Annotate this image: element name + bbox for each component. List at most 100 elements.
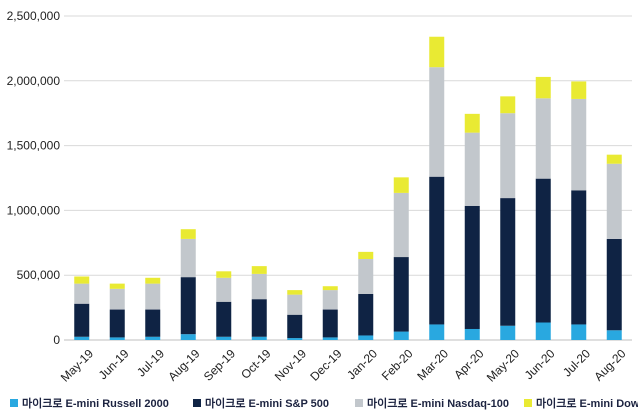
bar-stack	[287, 290, 303, 340]
bar-stack	[429, 36, 445, 340]
bar-segment	[109, 288, 125, 310]
legend: 마이크로 E-mini Russell 2000 마이크로 E-mini S&P …	[10, 396, 638, 410]
bar-segment	[429, 324, 445, 340]
bar-stack	[180, 229, 196, 340]
bar-segment	[571, 81, 587, 99]
x-tick-label: Jan-20	[344, 346, 380, 382]
bar-segment	[535, 322, 551, 340]
bar-stack	[74, 276, 90, 340]
x-tick-label: Apr-20	[451, 346, 487, 382]
bar-stack	[251, 266, 267, 340]
bar-segment	[500, 96, 516, 114]
x-tick-label: Sep-19	[201, 346, 238, 383]
bar-segment	[287, 290, 303, 295]
bar-segment	[429, 36, 445, 68]
bar-stack	[606, 154, 622, 340]
x-tick-label: Jun-20	[522, 346, 558, 382]
bar-segment	[251, 299, 267, 337]
bar-segment	[74, 283, 90, 304]
y-tick-label: 2,500,000	[7, 9, 61, 23]
bar-segment	[145, 309, 161, 337]
y-tick-label: 1,000,000	[7, 203, 61, 217]
bar-stack	[500, 96, 516, 340]
x-tick-label: Aug-19	[165, 346, 202, 383]
bar-segment	[109, 309, 125, 338]
bar-segment	[606, 238, 622, 331]
x-tick-label: Mar-20	[414, 346, 451, 383]
bar-segment	[358, 251, 374, 259]
bar-segment	[145, 277, 161, 284]
bar-segment	[251, 336, 267, 340]
bar-segment	[358, 335, 374, 340]
y-tick-label: 500,000	[17, 268, 61, 282]
bar-segment	[287, 338, 303, 340]
y-tick-label: 2,000,000	[7, 74, 61, 88]
y-tick-label: 1,500,000	[7, 139, 61, 153]
bar-segment	[322, 337, 338, 340]
bar-segment	[322, 290, 338, 310]
bar-segment	[571, 324, 587, 340]
x-tick-label: May-19	[58, 346, 96, 384]
bar-segment	[74, 276, 90, 284]
bar-segment	[74, 336, 90, 340]
bar-segment	[393, 192, 409, 258]
bar-segment	[464, 113, 480, 133]
bar-segment	[606, 163, 622, 239]
bar-segment	[571, 190, 587, 325]
bar-segment	[109, 337, 125, 340]
bar-segment	[180, 334, 196, 340]
bar-stack	[535, 76, 551, 340]
bar-segment	[500, 198, 516, 326]
bar-segment	[287, 314, 303, 339]
bar-segment	[606, 330, 622, 340]
x-tick-label: Feb-20	[379, 346, 416, 383]
legend-swatch	[10, 399, 18, 407]
bar-segment	[429, 67, 445, 177]
bar-segment	[145, 283, 161, 310]
legend-swatch	[355, 399, 363, 407]
x-tick-label: Jul-19	[134, 346, 167, 379]
y-axis-ticks: 0 500,000 1,000,000 1,500,000 2,000,000 2,500…	[7, 9, 61, 347]
x-tick-label: Nov-19	[272, 346, 309, 383]
bar-segment	[464, 205, 480, 329]
bar-segment	[74, 303, 90, 337]
bar-stack	[109, 283, 125, 340]
bar-stack	[358, 251, 374, 340]
x-tick-label: Oct-19	[238, 346, 274, 382]
legend-label: 마이크로 E-mini S&P 500	[205, 396, 329, 410]
bar-segment	[535, 98, 551, 179]
bar-segment	[464, 132, 480, 206]
bar-segment	[429, 176, 445, 325]
bar-segment	[216, 301, 232, 337]
x-tick-label: Dec-19	[307, 346, 344, 383]
bar-stack	[464, 113, 480, 340]
bars	[74, 36, 622, 340]
bar-segment	[216, 336, 232, 340]
bar-segment	[180, 229, 196, 239]
legend-swatch	[524, 399, 532, 407]
legend-label: 마이크로 E-mini Nasdaq-100	[367, 396, 509, 410]
bar-segment	[216, 271, 232, 278]
bar-segment	[251, 266, 267, 274]
bar-stack	[393, 177, 409, 340]
legend-label: 마이크로 E-mini Dow	[536, 396, 638, 410]
bar-segment	[358, 293, 374, 336]
bar-segment	[606, 154, 622, 164]
x-tick-label: Jun-19	[96, 346, 132, 382]
bar-segment	[535, 178, 551, 323]
bar-stack	[145, 277, 161, 340]
legend-swatch	[193, 399, 201, 407]
bar-stack	[571, 81, 587, 340]
bar-segment	[216, 277, 232, 302]
bar-segment	[571, 98, 587, 191]
legend-label: 마이크로 E-mini Russell 2000	[22, 396, 169, 410]
bar-segment	[535, 76, 551, 99]
bar-segment	[322, 286, 338, 291]
bar-segment	[393, 177, 409, 193]
bar-segment	[251, 273, 267, 300]
bar-stack	[216, 271, 232, 340]
bar-segment	[287, 294, 303, 315]
bar-stack	[322, 286, 338, 340]
bar-segment	[393, 331, 409, 340]
